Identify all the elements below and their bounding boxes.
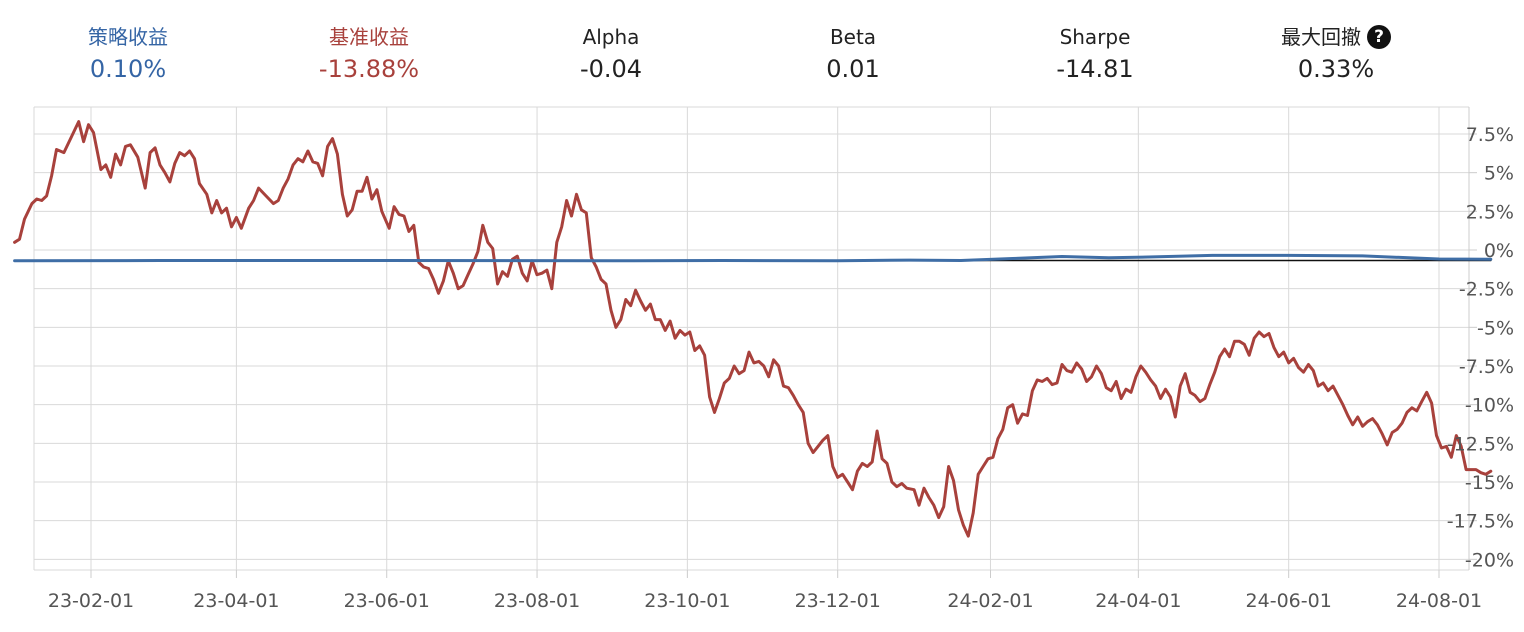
strategy-return-label: 策略收益 (88, 25, 168, 49)
beta-label: Beta (829, 25, 877, 49)
y-tick-label: -10% (1465, 395, 1514, 417)
x-tick-label: 23-06-01 (344, 590, 430, 612)
y-tick-label: -17.5% (1447, 511, 1514, 533)
benchmark-return-stat: 基准收益 -13.88% (269, 22, 469, 86)
sharpe-value: -14.81 (1056, 55, 1134, 83)
y-tick-label: -5% (1477, 317, 1514, 339)
x-tick-label: 24-08-01 (1396, 590, 1482, 612)
strategy-series-line (13, 253, 1493, 263)
x-tick-label: 23-04-01 (193, 590, 279, 612)
x-tick-label: 24-04-01 (1095, 590, 1181, 612)
x-tick-label: 23-08-01 (494, 590, 580, 612)
y-tick-label: -2.5% (1459, 279, 1514, 301)
alpha-value: -0.04 (579, 55, 643, 83)
y-tick-label: 0% (1484, 240, 1514, 262)
sharpe-stat: Sharpe -14.81 (995, 22, 1195, 86)
y-axis-labels: 7.5% 5% 2.5% 0% -2.5% -5% -7.5% -10% -12.5% -15% -… (1447, 124, 1514, 571)
max-drawdown-value: 0.33% (1297, 55, 1375, 83)
y-tick-label: -20% (1465, 549, 1514, 571)
y-tick-label: -12.5% (1447, 433, 1514, 455)
x-tick-label: 23-10-01 (644, 590, 730, 612)
benchmark-series-line (13, 120, 1493, 538)
y-tick-label: -7.5% (1459, 356, 1514, 378)
y-tick-label: -15% (1465, 472, 1514, 494)
max-drawdown-label-row: 最大回撤? (1236, 22, 1436, 52)
y-tick-label: 2.5% (1466, 201, 1514, 223)
beta-value: 0.01 (826, 55, 880, 83)
x-tick-label: 23-02-01 (48, 590, 134, 612)
x-tick-label: 24-02-01 (947, 590, 1033, 612)
benchmark-return-label: 基准收益 (329, 25, 409, 49)
x-axis-labels: 23-02-01 23-04-01 23-06-01 23-08-01 23-10-01… (48, 590, 1482, 612)
question-circle-icon[interactable]: ? (1367, 25, 1391, 49)
alpha-stat: Alpha -0.04 (511, 22, 711, 86)
benchmark-return-value: -13.88% (318, 55, 420, 83)
strategy-return-stat: 策略收益 0.10% (28, 22, 228, 86)
x-tick-label: 23-12-01 (795, 590, 881, 612)
x-tick-label: 24-06-01 (1246, 590, 1332, 612)
strategy-return-value: 0.10% (89, 55, 167, 83)
max-drawdown-stat: 最大回撤? 0.33% (1236, 22, 1436, 86)
alpha-label: Alpha (582, 25, 640, 49)
beta-stat: Beta 0.01 (753, 22, 953, 86)
sharpe-label: Sharpe (1059, 25, 1131, 49)
y-tick-label: 7.5% (1466, 124, 1514, 146)
chart-series (13, 120, 1493, 538)
y-tick-label: 5% (1484, 163, 1514, 185)
stats-bar: 策略收益 0.10% 基准收益 -13.88% Alpha -0.04 Beta… (0, 0, 1524, 100)
max-drawdown-label: 最大回撤 (1281, 25, 1361, 49)
chart-grid (33, 106, 1477, 578)
